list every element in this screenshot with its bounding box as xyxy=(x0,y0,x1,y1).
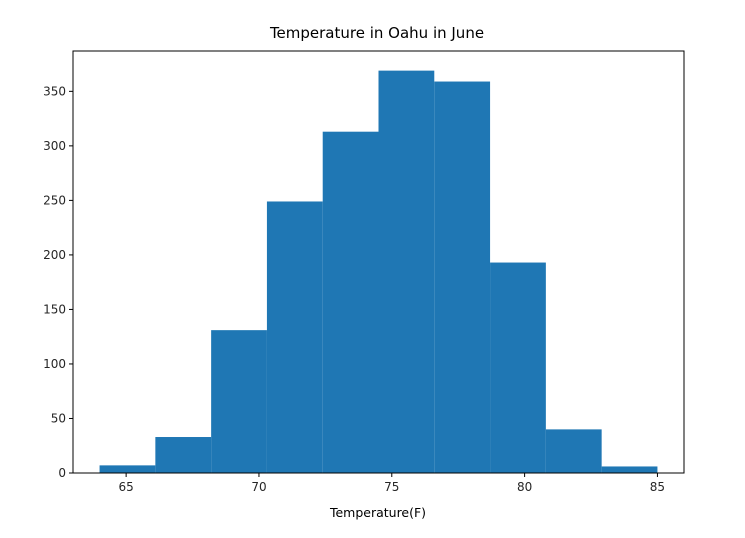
y-tick-label: 0 xyxy=(58,466,66,480)
histogram-bar xyxy=(99,465,156,473)
histogram-bar xyxy=(378,70,435,474)
x-axis-label: Temperature(F) xyxy=(329,505,426,520)
x-tick-label: 85 xyxy=(650,480,665,494)
histogram-bar xyxy=(266,201,323,473)
x-tick-label: 65 xyxy=(118,480,133,494)
y-tick-label: 200 xyxy=(43,248,66,262)
plot-frame xyxy=(72,50,685,474)
y-tick-label: 150 xyxy=(43,302,66,316)
histogram-bar xyxy=(601,466,658,473)
y-tick-label: 50 xyxy=(51,411,66,425)
histogram-bar xyxy=(490,262,546,473)
x-tick-label: 80 xyxy=(517,480,532,494)
histogram-bar xyxy=(322,131,379,473)
chart-title: Temperature in Oahu in June xyxy=(269,24,484,42)
y-axis: 0 50 100 150 200 250 300 350 xyxy=(43,84,73,480)
histogram-bar xyxy=(211,330,267,473)
bars-group xyxy=(99,70,658,474)
y-tick-label: 250 xyxy=(43,193,66,207)
x-axis: 65 70 75 80 85 xyxy=(118,473,665,494)
y-tick-label: 350 xyxy=(43,84,66,98)
x-tick-label: 70 xyxy=(251,480,266,494)
y-tick-label: 100 xyxy=(43,357,66,371)
x-tick-label: 75 xyxy=(384,480,399,494)
histogram-bar xyxy=(434,81,491,474)
histogram-bar xyxy=(545,429,602,473)
y-tick-label: 300 xyxy=(43,139,66,153)
histogram-bar xyxy=(155,437,212,473)
